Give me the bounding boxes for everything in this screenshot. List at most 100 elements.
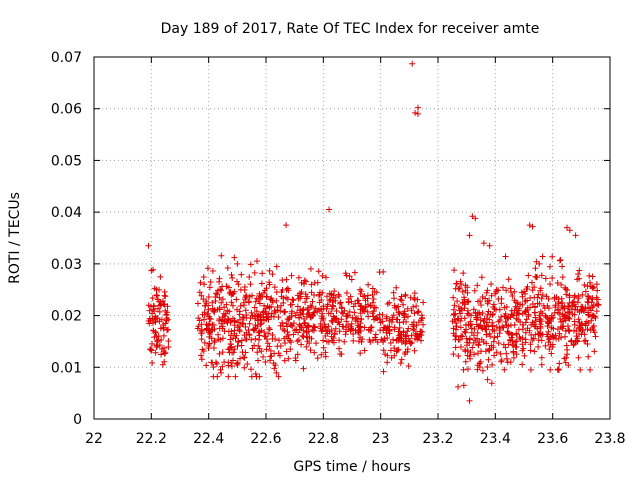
data-point — [380, 268, 387, 275]
data-point — [361, 347, 368, 354]
data-point — [498, 357, 505, 364]
data-point — [251, 304, 258, 311]
data-point — [529, 287, 536, 294]
data-point — [319, 327, 326, 334]
data-point — [563, 313, 570, 320]
data-point — [527, 341, 534, 348]
data-point — [524, 325, 531, 332]
data-point — [532, 265, 539, 272]
data-point — [335, 318, 342, 325]
data-point — [152, 319, 159, 326]
data-point — [204, 310, 211, 317]
data-point — [493, 349, 500, 356]
data-point — [491, 305, 498, 312]
data-point — [231, 288, 238, 295]
data-point — [205, 343, 212, 350]
data-point — [591, 329, 598, 336]
data-point — [345, 322, 352, 329]
data-point — [151, 308, 158, 315]
data-point — [157, 325, 164, 332]
data-point — [362, 297, 369, 304]
data-point — [590, 302, 597, 309]
data-point — [217, 336, 224, 343]
data-point — [514, 300, 521, 307]
data-point — [260, 353, 267, 360]
data-point — [290, 297, 297, 304]
data-point — [354, 329, 361, 336]
data-point — [283, 320, 290, 327]
data-point — [505, 323, 512, 330]
data-point — [575, 293, 582, 300]
data-point — [472, 215, 479, 222]
data-point — [565, 303, 572, 310]
data-point — [416, 333, 423, 340]
data-point — [162, 349, 169, 356]
data-point — [275, 373, 282, 380]
data-point — [391, 302, 398, 309]
data-point — [228, 299, 235, 306]
data-point — [197, 279, 204, 286]
data-point — [488, 292, 495, 299]
data-point — [201, 302, 208, 309]
data-point — [384, 335, 391, 342]
data-point — [454, 298, 461, 305]
data-point — [317, 306, 324, 313]
data-point — [547, 366, 554, 373]
data-point — [263, 294, 270, 301]
data-point — [545, 339, 552, 346]
data-point — [463, 321, 470, 328]
data-point — [210, 307, 217, 314]
data-point — [287, 346, 294, 353]
data-point — [574, 338, 581, 345]
data-point — [256, 300, 263, 307]
data-point — [278, 302, 285, 309]
data-point — [161, 292, 168, 299]
data-point — [236, 355, 243, 362]
data-point — [513, 351, 520, 358]
data-point — [530, 335, 537, 342]
x-axis-label: GPS time / hours — [293, 459, 410, 475]
data-point — [462, 348, 469, 355]
data-point — [319, 289, 326, 296]
data-point — [257, 311, 264, 318]
data-point — [214, 373, 221, 380]
data-point — [513, 338, 520, 345]
data-point — [154, 296, 161, 303]
data-point — [147, 317, 154, 324]
data-point — [364, 308, 371, 315]
data-point — [257, 293, 264, 300]
data-point — [285, 331, 292, 338]
data-point — [578, 320, 585, 327]
data-point — [216, 317, 223, 324]
data-point — [478, 324, 485, 331]
y-tick-label: 0.03 — [51, 257, 82, 273]
data-point — [578, 331, 585, 338]
data-point — [336, 337, 343, 344]
data-point — [261, 302, 268, 309]
data-point — [242, 323, 249, 330]
data-point — [549, 253, 556, 260]
data-point — [216, 325, 223, 332]
data-point — [405, 313, 412, 320]
data-point — [535, 291, 542, 298]
data-point — [325, 338, 332, 345]
data-point — [505, 314, 512, 321]
data-point — [491, 352, 498, 359]
data-point — [453, 323, 460, 330]
data-point — [544, 302, 551, 309]
data-point — [574, 299, 581, 306]
data-point — [395, 346, 402, 353]
data-point — [273, 297, 280, 304]
data-point — [219, 296, 226, 303]
data-point — [486, 297, 493, 304]
data-point — [565, 362, 572, 369]
data-point — [320, 303, 327, 310]
data-point — [587, 366, 594, 373]
data-point — [480, 318, 487, 325]
data-point — [390, 289, 397, 296]
data-point — [501, 366, 508, 373]
data-point — [373, 314, 380, 321]
data-point — [365, 327, 372, 334]
data-point — [478, 302, 485, 309]
data-point — [542, 275, 549, 282]
